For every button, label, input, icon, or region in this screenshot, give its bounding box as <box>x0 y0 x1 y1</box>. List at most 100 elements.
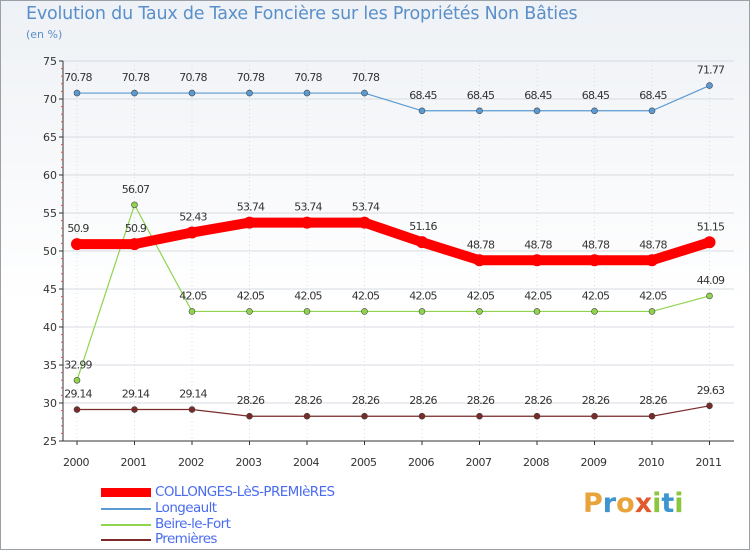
data-label-beire-le-fort: 42.05 <box>294 289 322 302</box>
x-tick-label: 2004 <box>293 456 319 469</box>
data-point-beire-le-fort <box>706 292 713 300</box>
data-point-beire-le-fort <box>418 308 426 315</box>
x-tick-label: 2009 <box>581 456 607 469</box>
data-label-longeault: 70.78 <box>237 71 265 84</box>
series-line-collonges-l-s-premi-res <box>72 217 715 266</box>
data-label-premi-res: 28.26 <box>409 394 437 407</box>
data-label-premi-res: 28.26 <box>524 394 552 407</box>
data-label-longeault: 70.78 <box>64 71 92 84</box>
data-point-longeault <box>533 107 541 115</box>
data-label-beire-le-fort: 42.05 <box>524 289 552 302</box>
data-label-longeault: 68.45 <box>582 89 610 102</box>
y-tick-label: 45 <box>43 283 57 296</box>
data-point-longeault <box>188 89 196 97</box>
y-tick-label: 70 <box>43 93 57 106</box>
data-label-premi-res: 28.26 <box>467 394 495 407</box>
data-point-collonges-l-s-premi-res <box>588 254 601 267</box>
data-label-collonges-l-s-premi-res: 48.78 <box>524 238 552 251</box>
data-point-collonges-l-s-premi-res <box>703 236 716 249</box>
data-label-collonges-l-s-premi-res: 50.9 <box>125 222 147 235</box>
data-point-beire-le-fort <box>591 308 598 315</box>
data-label-beire-le-fort: 42.05 <box>639 289 667 302</box>
data-point-collonges-l-s-premi-res <box>416 236 428 249</box>
logo-letter: P <box>583 488 603 519</box>
y-tick-label: 40 <box>43 321 57 334</box>
data-label-beire-le-fort: 42.05 <box>582 289 610 302</box>
data-label-longeault: 68.45 <box>467 89 495 102</box>
data-point-collonges-l-s-premi-res <box>71 238 83 251</box>
data-point-beire-le-fort <box>533 308 541 315</box>
data-label-collonges-l-s-premi-res: 48.78 <box>582 238 610 251</box>
data-point-longeault <box>246 89 253 97</box>
x-tick-label: 2007 <box>466 456 492 469</box>
data-label-longeault: 71.77 <box>697 64 725 77</box>
data-label-beire-le-fort: 56.07 <box>122 183 150 196</box>
data-label-premi-res: 28.26 <box>582 394 610 407</box>
legend-swatch <box>101 508 151 510</box>
data-label-beire-le-fort: 42.05 <box>352 289 380 302</box>
data-point-beire-le-fort <box>188 308 196 315</box>
data-label-premi-res: 29.63 <box>697 384 725 397</box>
data-label-longeault: 70.78 <box>179 71 207 84</box>
logo-letter: i <box>652 488 662 519</box>
y-tick-label: 55 <box>43 207 57 220</box>
data-label-beire-le-fort: 42.05 <box>237 289 265 302</box>
legend-swatch <box>101 539 151 541</box>
proxiti-logo: Proxiti <box>583 488 684 519</box>
series-line-longeault <box>77 84 710 112</box>
data-label-longeault: 70.78 <box>294 71 322 84</box>
data-point-beire-le-fort <box>361 308 368 315</box>
data-label-longeault: 70.78 <box>352 71 380 84</box>
y-tick-label: 50 <box>43 245 57 258</box>
data-point-premi-res <box>418 412 426 420</box>
data-point-longeault <box>303 89 311 97</box>
data-point-beire-le-fort <box>73 376 81 384</box>
data-label-premi-res: 29.14 <box>179 388 207 401</box>
data-point-premi-res <box>533 412 541 420</box>
x-tick-label: 2003 <box>236 456 262 469</box>
x-tick-label: 2011 <box>696 456 722 469</box>
data-point-longeault <box>476 107 483 115</box>
data-label-beire-le-fort: 42.05 <box>467 289 495 302</box>
data-point-longeault <box>418 107 426 115</box>
data-point-premi-res <box>188 406 196 413</box>
data-label-premi-res: 28.26 <box>639 394 667 407</box>
data-label-premi-res: 29.14 <box>64 388 92 401</box>
data-label-premi-res: 28.26 <box>352 394 380 407</box>
x-tick-label: 2008 <box>523 456 549 469</box>
data-label-collonges-l-s-premi-res: 52.43 <box>179 211 207 224</box>
data-point-premi-res <box>706 402 713 410</box>
y-tick-label: 35 <box>43 359 57 372</box>
legend-label: Longeault <box>155 500 217 516</box>
data-label-premi-res: 28.26 <box>237 394 265 407</box>
logo-letter: t <box>661 488 675 519</box>
data-point-longeault <box>648 107 656 115</box>
data-point-longeault <box>131 89 138 97</box>
data-label-collonges-l-s-premi-res: 53.74 <box>294 201 322 214</box>
data-label-beire-le-fort: 42.05 <box>179 289 207 302</box>
legend-label: COLLONGES-LèS-PREMIèRES <box>155 484 335 500</box>
data-point-beire-le-fort <box>476 308 483 315</box>
data-label-collonges-l-s-premi-res: 48.78 <box>467 238 495 251</box>
data-point-beire-le-fort <box>648 308 656 315</box>
logo-letter: i <box>674 488 684 519</box>
data-point-premi-res <box>303 412 311 420</box>
logo-letter: o <box>616 488 635 519</box>
data-label-collonges-l-s-premi-res: 53.74 <box>237 201 265 214</box>
series-line-beire-le-fort <box>76 203 710 381</box>
data-label-collonges-l-s-premi-res: 51.15 <box>697 220 725 233</box>
x-tick-label: 2002 <box>178 456 204 469</box>
data-label-collonges-l-s-premi-res: 51.16 <box>409 220 437 233</box>
legend-swatch <box>101 524 151 526</box>
x-tick-label: 2006 <box>408 456 434 469</box>
data-label-longeault: 70.78 <box>122 71 150 84</box>
data-label-beire-le-fort: 44.09 <box>697 274 725 287</box>
legend-swatch <box>101 488 151 497</box>
data-label-collonges-l-s-premi-res: 48.78 <box>639 238 667 251</box>
y-axis-unit-label: (en %) <box>26 28 63 41</box>
y-tick-label: 60 <box>43 169 57 182</box>
y-tick-label: 25 <box>43 435 57 448</box>
data-point-collonges-l-s-premi-res <box>473 254 486 267</box>
data-point-collonges-l-s-premi-res <box>186 226 198 239</box>
